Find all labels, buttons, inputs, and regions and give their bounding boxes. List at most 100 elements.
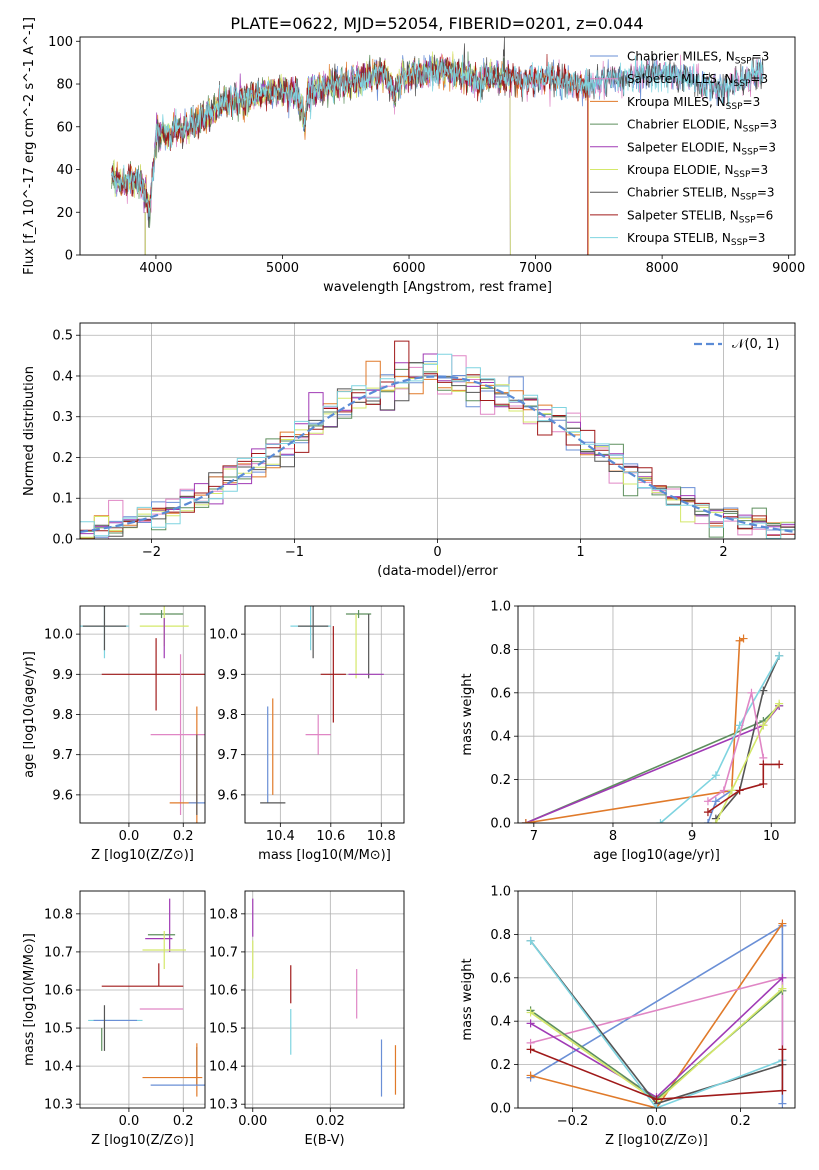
plus-marker — [759, 760, 768, 769]
x-tick-label: 0.2 — [173, 1114, 194, 1129]
y-tick-label: 10.0 — [44, 628, 73, 643]
plus-marker — [526, 936, 535, 945]
plus-marker — [711, 771, 720, 780]
plus-marker — [652, 1095, 661, 1104]
mass-vs-ebv-axes: 0.00 0.02 10.3 10.4 10.5 10.6 10.7 10.8 E(B-V) — [209, 891, 404, 1148]
x-axis-label: Z [log10(Z/Z⊙)] — [91, 848, 194, 863]
y-tick-label: 0.1 — [52, 492, 73, 507]
age-vs-mass-axes: 10.4 10.6 10.8 9.6 9.7 9.8 9.9 10.0 mass [log10(… — [209, 606, 404, 863]
plus-marker — [747, 688, 756, 697]
plus-marker — [656, 819, 665, 823]
x-tick-label: 7 — [530, 829, 538, 844]
y-tick-label: 10.4 — [44, 1060, 73, 1075]
y-tick-label: 10.5 — [44, 1022, 73, 1037]
legend-label: Kroupa MILES, NSSP=3 — [627, 95, 760, 112]
legend-label: Kroupa ELODIE, NSSP=3 — [627, 163, 768, 180]
x-axis-label: (data-model)/error — [377, 564, 498, 579]
error-bar-point — [142, 930, 186, 970]
mass-weight-line — [529, 940, 783, 1108]
y-tick-label: 0.6 — [490, 971, 511, 986]
mass-weight-line — [707, 692, 765, 802]
y-tick-label: 9.9 — [52, 668, 73, 683]
axes-frame — [79, 890, 206, 1109]
x-tick-label: −1 — [285, 545, 304, 560]
legend-label: Chabrier ELODIE, NSSP=3 — [627, 118, 777, 135]
y-tick-label: 0.0 — [52, 533, 73, 548]
y-tick-label: 0.4 — [490, 730, 511, 745]
error-bar-point — [101, 638, 205, 711]
x-tick-label: 9 — [688, 829, 696, 844]
massweight-vs-age-axes: 7 8 9 10 0.0 0.2 0.4 0.6 0.8 1.0 age [log10(age/yr… — [460, 600, 795, 863]
plus-marker — [775, 651, 784, 660]
plus-marker — [778, 1086, 787, 1095]
x-axis-label: Z [log10(Z/Z⊙)] — [605, 1133, 708, 1148]
y-tick-label: 9.8 — [52, 708, 73, 723]
error-bar-point — [150, 654, 205, 815]
x-tick-label: 10.6 — [316, 829, 345, 844]
y-axis-label: mass weight — [460, 958, 475, 1040]
x-axis-label: Z [log10(Z/Z⊙)] — [91, 1133, 194, 1148]
y-tick-label: 10.3 — [209, 1098, 238, 1113]
plus-marker — [759, 779, 768, 788]
x-tick-label: 2 — [719, 545, 727, 560]
y-axis-label: Flux [f_λ 10^-17 erg cm^-2 s^-1 A^-1] — [22, 17, 37, 275]
mass-vs-Z-plot-area — [88, 898, 205, 1097]
plus-marker — [652, 1104, 661, 1108]
mass-weight-line — [525, 637, 744, 823]
legend-label: 𝒩(0, 1) — [732, 337, 779, 352]
massweight-vs-Z-plot-area — [526, 919, 787, 1108]
axes-frame — [79, 322, 796, 540]
y-tick-label: 9.7 — [52, 748, 73, 763]
mass-vs-ebv-plot-area — [252, 898, 397, 1097]
plus-marker — [727, 786, 736, 795]
y-tick-label: 0.0 — [490, 817, 511, 832]
y-axis-label: Normed distribution — [22, 366, 37, 496]
x-tick-label: 0 — [433, 545, 441, 560]
chart-massweight-vs-Z: −0.2 0.0 0.2 0.0 0.2 0.4 0.6 0.8 1.0 Z [log10(Z/Z… — [460, 885, 796, 1148]
legend-label: Chabrier STELIB, NSSP=3 — [627, 186, 775, 203]
chart-mass-vs-Z: 0.0 0.2 10.3 10.4 10.5 10.6 10.7 10.8 Z [log10(Z… — [22, 890, 206, 1148]
axes-frame — [517, 890, 796, 1109]
histogram-series — [80, 353, 795, 539]
plus-marker — [739, 634, 748, 643]
chart-spectrum: 4000 5000 6000 7000 8000 9000 0 20 40 60 80 100 wave… — [22, 17, 805, 295]
histogram-series — [80, 340, 795, 539]
mass-vs-Z-axes: 0.0 0.2 10.3 10.4 10.5 10.6 10.7 10.8 Z [log10(Z… — [22, 891, 205, 1148]
y-tick-label: 9.9 — [217, 668, 238, 683]
y-tick-label: 0.3 — [52, 410, 73, 425]
residuals-plot-area — [80, 340, 795, 539]
plus-marker — [735, 636, 744, 645]
x-tick-label: 0.2 — [730, 1114, 751, 1129]
plus-marker — [778, 984, 787, 993]
y-tick-label: 0.6 — [490, 686, 511, 701]
error-bar-point — [298, 606, 329, 659]
x-axis-label: age [log10(age/yr)] — [593, 848, 720, 863]
spectrum-series-line — [111, 54, 764, 217]
spectrum-legend: Chabrier MILES, NSSP=3 Salpeter MILES, NS… — [590, 50, 777, 248]
plus-marker — [703, 808, 712, 817]
plus-marker — [778, 1099, 787, 1108]
y-tick-label: 9.6 — [217, 788, 238, 803]
y-tick-label: 0.2 — [490, 773, 511, 788]
y-tick-label: 1.0 — [490, 600, 511, 615]
massweight-vs-age-plot-area — [521, 634, 784, 823]
mass-weight-line — [530, 1048, 784, 1101]
x-tick-label: 0.0 — [119, 829, 140, 844]
mass-weight-line — [715, 703, 780, 823]
spectrum-axes: 4000 5000 6000 7000 8000 9000 0 20 40 60 80 100 wave… — [22, 17, 805, 295]
chart-age-vs-mass: 10.4 10.6 10.8 9.6 9.7 9.8 9.9 10.0 mass [log10(… — [209, 605, 405, 863]
y-axis-label: age [log10(age/yr)] — [22, 651, 37, 778]
y-tick-label: 0 — [65, 249, 73, 264]
x-tick-label: 4000 — [139, 261, 172, 276]
plus-marker — [778, 973, 787, 982]
x-tick-label: 10.8 — [367, 829, 396, 844]
x-axis-label: E(B-V) — [304, 1133, 344, 1148]
x-tick-label: 0.00 — [238, 1114, 267, 1129]
y-tick-label: 0.4 — [490, 1015, 511, 1030]
plus-marker — [526, 1045, 535, 1054]
plus-marker — [526, 1071, 535, 1080]
y-tick-label: 10.6 — [209, 983, 238, 998]
age-vs-Z-axes: 0.0 0.2 9.6 9.7 9.8 9.9 10.0 Z [log10(Z/Z⊙)] age… — [22, 606, 205, 863]
plus-marker — [759, 686, 768, 695]
